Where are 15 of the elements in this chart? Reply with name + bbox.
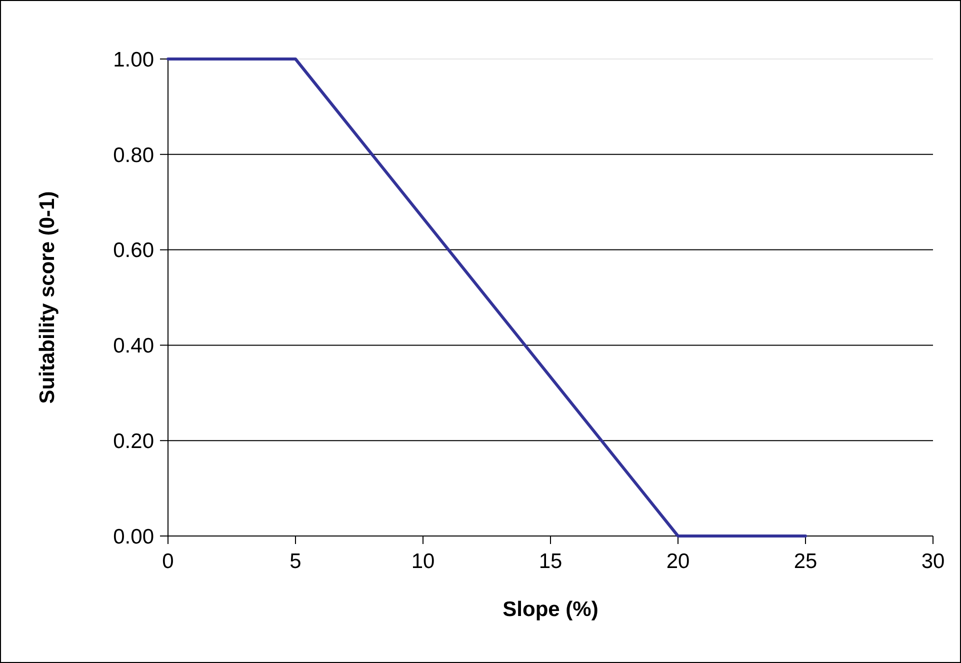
x-tick-label: 20: [666, 550, 690, 573]
y-axis-title: Suitability score (0-1): [36, 191, 59, 404]
x-axis-title: Slope (%): [502, 598, 598, 621]
x-tick-label: 15: [538, 550, 562, 573]
y-tick-label: 0.80: [113, 144, 154, 167]
y-tick-label: 1.00: [113, 48, 154, 72]
x-tick-label: 30: [921, 550, 945, 573]
x-tick-label: 10: [411, 550, 435, 573]
x-tick-label: 0: [162, 550, 174, 573]
y-tick-label: 0.00: [113, 525, 154, 548]
x-tick-label: 25: [794, 550, 818, 573]
x-tick-label: 5: [290, 550, 302, 573]
y-tick-label: 0.60: [113, 239, 154, 262]
y-tick-label: 0.20: [113, 430, 154, 453]
y-tick-label: 0.40: [113, 334, 154, 358]
